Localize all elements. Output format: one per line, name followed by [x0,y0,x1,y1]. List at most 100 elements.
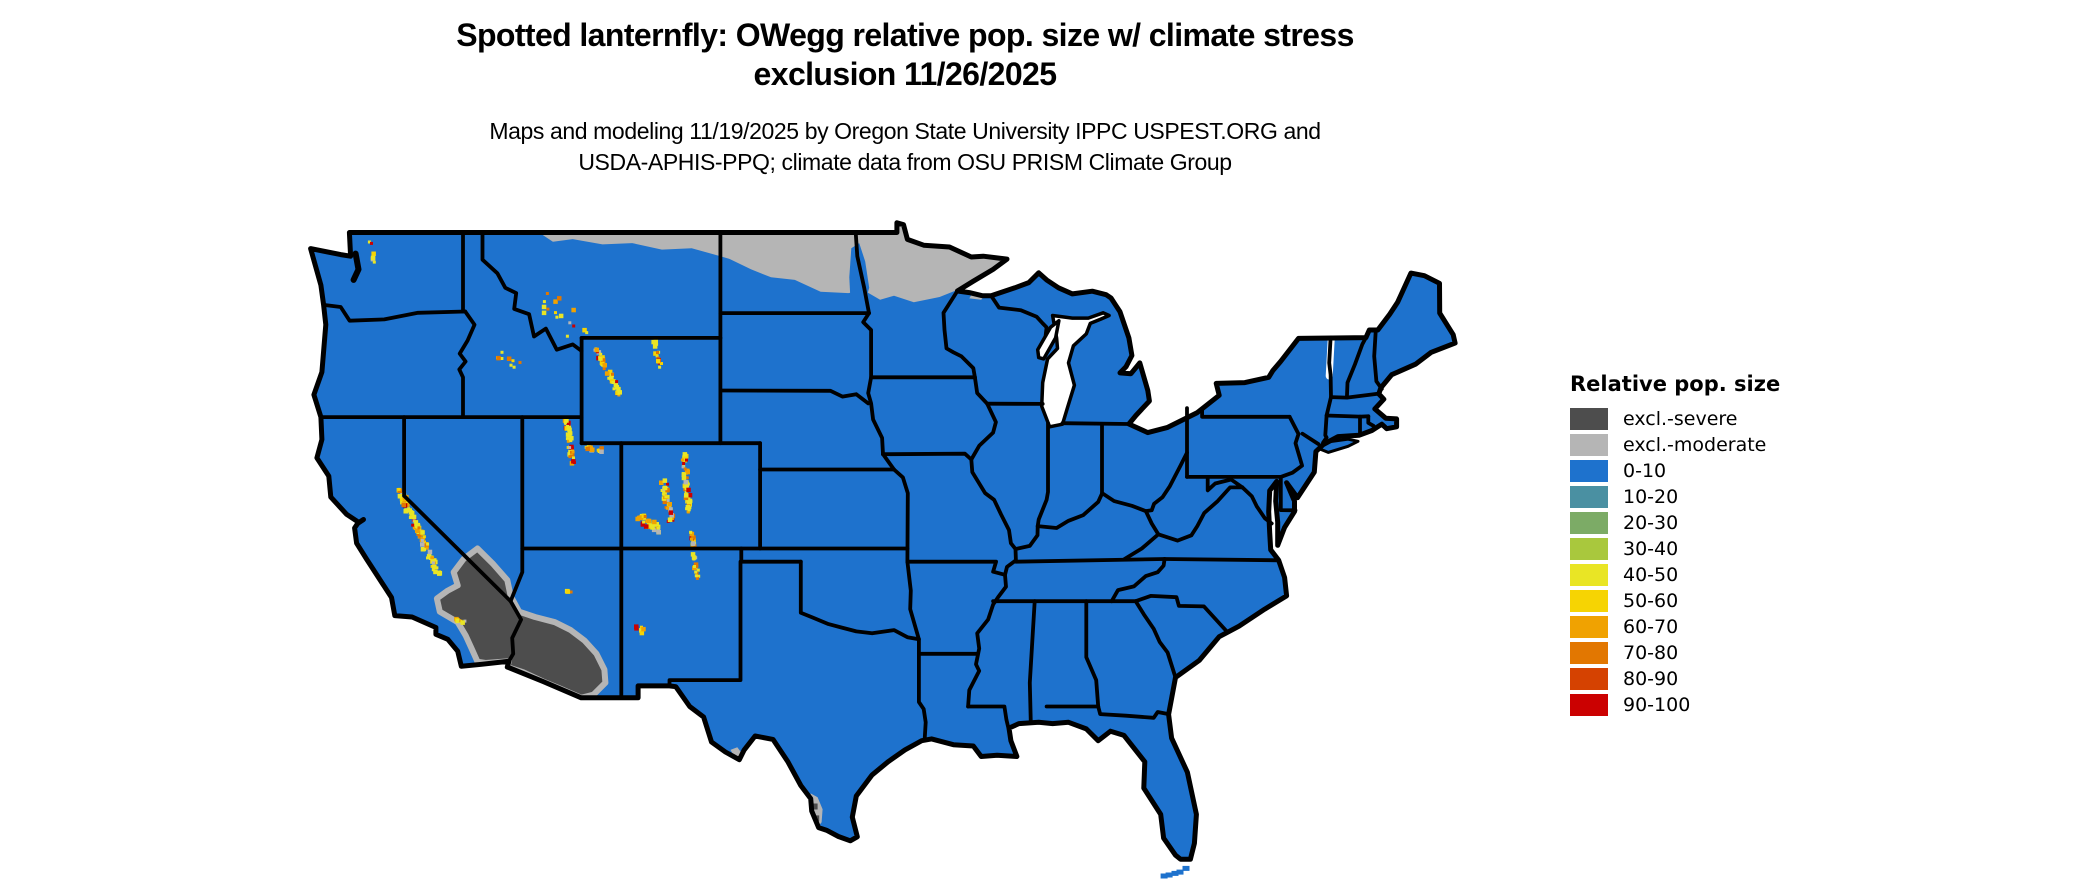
state-border-line [457,309,477,419]
state-border-line [1372,327,1384,391]
page-title-line-1: Spotted lanternfly: OWegg relative pop. … [456,17,1354,53]
titles-block: Spotted lanternfly: OWegg relative pop. … [0,16,1810,178]
legend-swatch [1570,408,1608,430]
speckle-cluster-san-bernardino [454,616,467,625]
legend-item: 80-90 [1570,668,1780,690]
legend-label: 50-60 [1623,590,1679,612]
legend-item: excl.-moderate [1570,434,1780,456]
page-title-line-2: exclusion 11/26/2025 [753,56,1058,92]
legend-label: excl.-severe [1623,408,1738,430]
state-border-line [1324,413,1371,419]
legend-label: 70-80 [1623,642,1679,664]
speckle-cluster-montana-rockies [541,292,589,338]
state-border-line [989,293,1049,338]
raster-overlays [367,222,1007,829]
legend-swatch [1570,486,1608,508]
legend-label: 60-70 [1623,616,1679,638]
state-border-line [321,303,468,323]
state-border-line [798,559,921,642]
legend-item: 60-70 [1570,616,1780,638]
state-border-line [1084,599,1101,709]
legend-item: 30-40 [1570,538,1780,560]
speckle-cluster-wasatch [562,418,576,466]
state-border-line [508,415,525,604]
speckle-cluster-san-juan [635,513,661,535]
subtitle-block: Maps and modeling 11/19/2025 by Oregon S… [0,116,1810,178]
state-border-line [1278,414,1304,479]
state-border-line [892,467,910,564]
state-border-line [718,388,871,406]
legend-label: 90-100 [1623,694,1691,716]
legend-swatch [1570,694,1608,716]
state-border-line [853,230,871,315]
state-border-line [402,415,523,664]
florida-keys-dot [1165,872,1173,878]
legend-label: 10-20 [1623,486,1679,508]
state-border-line [1162,557,1281,563]
puget-sound [350,250,362,283]
legend-swatch [1570,538,1608,560]
subtitle-line-1: Maps and modeling 11/19/2025 by Oregon S… [489,118,1321,144]
state-border-line [1278,475,1298,513]
legend-item: 10-20 [1570,486,1780,508]
state-border-line [1345,335,1368,400]
legend-label: excl.-moderate [1623,434,1767,456]
speckle-cluster-new-mexico-mogollon [634,624,646,636]
legend-swatch [1570,434,1608,456]
legend-title: Relative pop. size [1570,372,1781,396]
legend-item: 0-10 [1570,460,1780,482]
florida-keys-dot [1171,870,1179,876]
state-border-line [1300,431,1321,446]
florida-keys-dot [1176,869,1184,875]
state-border-line [1013,450,1189,551]
state-border-line [881,451,974,462]
exclusion-moderate-region [539,222,1007,303]
speckle-cluster-washington-cascades [367,240,376,264]
state-border-line [1156,485,1245,543]
state-border-line [667,559,743,688]
speckle-cluster-sangre-de-cristo [689,530,701,580]
legend-swatch [1570,668,1608,690]
exclusion-severe-dot [811,803,818,810]
legend-swatch [1570,590,1608,612]
population-speckles [367,240,701,636]
subtitle-line-2: USDA-APHIS-PPQ; climate data from OSU PR… [578,149,1232,175]
state-border-line [881,452,896,472]
state-border-line [941,289,977,380]
speckle-cluster-bighorn [651,338,663,369]
state-border-line [1109,557,1167,604]
florida-keys-dot [1182,865,1190,871]
state-border-line [1035,421,1050,528]
state-border-line [480,230,584,353]
state-border-line [1133,599,1178,680]
state-border-line [1143,509,1161,537]
legend-label: 30-40 [1623,538,1679,560]
state-border-line [1200,407,1292,419]
legend-item: 70-80 [1570,642,1780,664]
florida-keys-dot [1160,873,1168,879]
legend: Relative pop. size excl.-severe excl.-mod… [1570,372,1780,720]
speckle-cluster-idaho-sawtooth [496,350,522,369]
speckle-cluster-uinta [584,443,604,454]
legend-label: 40-50 [1623,564,1679,586]
lake-michigan [1039,311,1111,429]
speckle-cluster-sawatch [659,478,676,523]
legend-item: 40-50 [1570,564,1780,586]
state-border-line [1014,557,1167,564]
legend-rows: excl.-severe excl.-moderate 0-10 10-20 20-30… [1570,408,1780,716]
state-border-line [861,311,977,380]
speckle-cluster-arizona-flagstaff [564,588,573,594]
state-border-line [1096,704,1171,720]
legend-label: 0-10 [1623,460,1667,482]
state-border-line [1122,532,1161,561]
legend-item: excl.-severe [1570,408,1780,430]
state-border-line [866,375,885,457]
legend-swatch [1570,460,1608,482]
green-bay [1035,318,1061,361]
state-border-line [1321,335,1333,445]
state-border-line [1366,414,1376,428]
legend-swatch [1570,512,1608,534]
state-border-line [966,704,1011,730]
